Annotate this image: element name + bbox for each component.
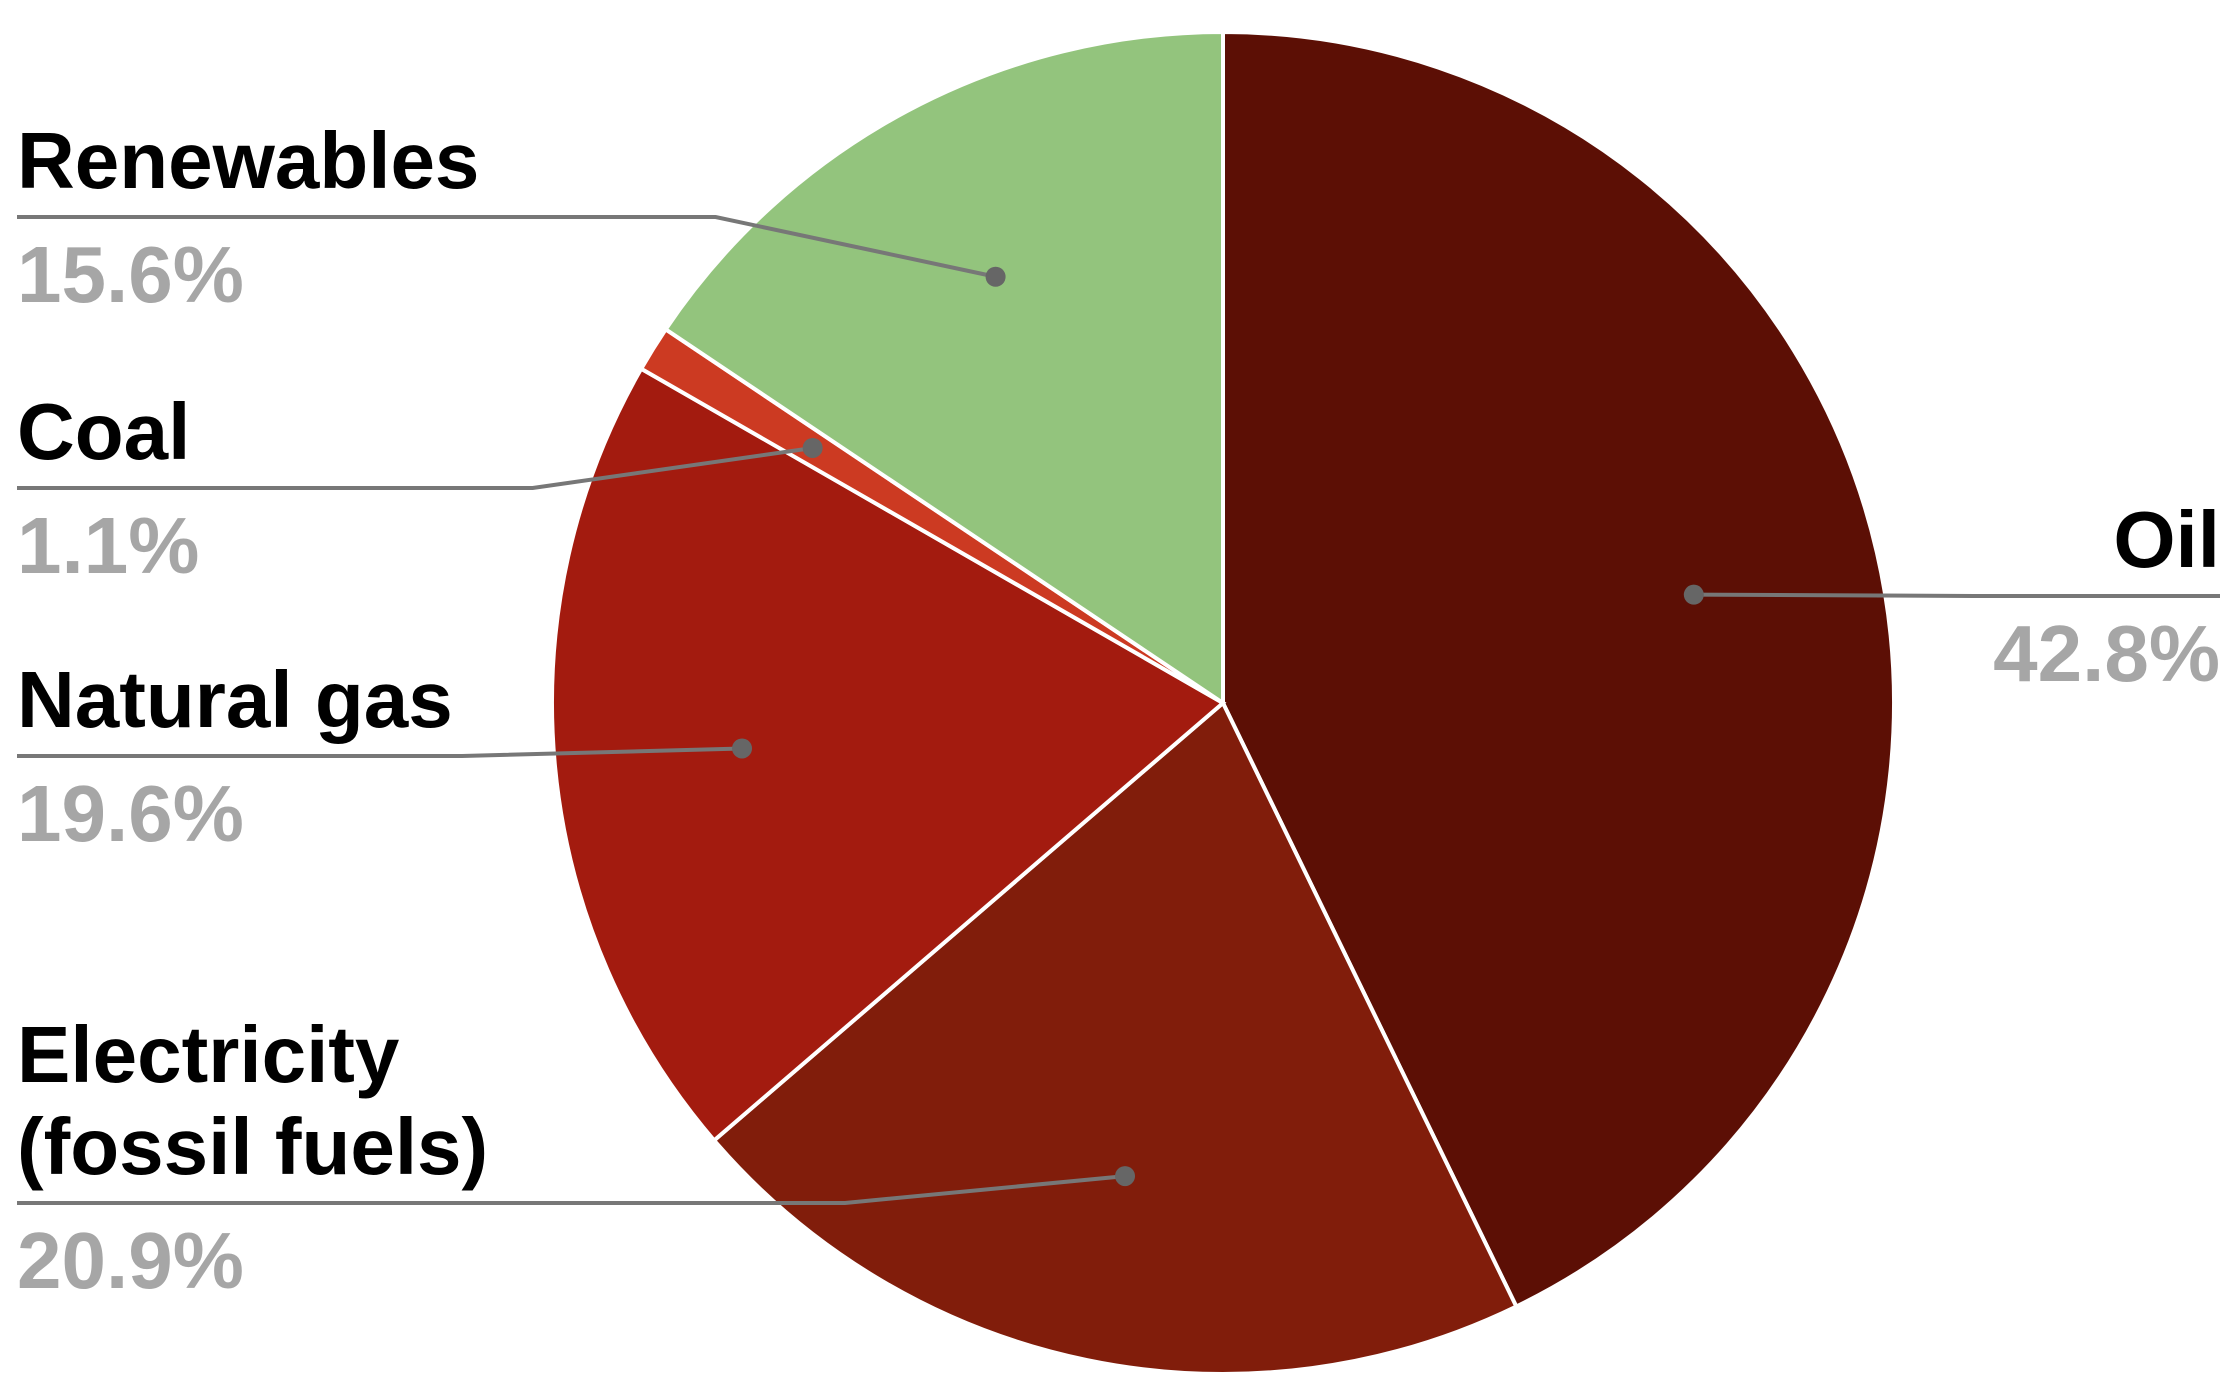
pie-slice bbox=[711, 699, 1519, 1376]
slice-value-label: 15.6% bbox=[17, 230, 244, 319]
slice-value-label: 42.8% bbox=[1993, 609, 2220, 698]
slice-label: Electricity (fossil fuels) bbox=[17, 1010, 489, 1191]
slice-label: Natural gas bbox=[17, 655, 453, 744]
pie-slice bbox=[1221, 29, 1896, 1310]
slice-value-label: 19.6% bbox=[17, 769, 244, 858]
leader-line bbox=[1693, 592, 2220, 598]
leader-line bbox=[17, 446, 813, 490]
leader-line bbox=[17, 746, 743, 758]
slice-label: Oil bbox=[2113, 495, 2220, 584]
leader-dot bbox=[802, 437, 823, 458]
leader-dot bbox=[985, 266, 1006, 287]
slice-value-label: 20.9% bbox=[17, 1216, 244, 1305]
slice-label: Renewables bbox=[17, 116, 480, 205]
leader-dot bbox=[1683, 584, 1704, 605]
slice-value-label: 1.1% bbox=[17, 501, 200, 590]
leader-dot bbox=[732, 738, 753, 759]
leader-line bbox=[17, 1174, 1126, 1205]
leader-line bbox=[17, 215, 997, 279]
slice-label: Coal bbox=[17, 387, 191, 476]
pie-slice bbox=[662, 29, 1225, 707]
leader-dot bbox=[1115, 1166, 1136, 1187]
pie-slice bbox=[550, 365, 1227, 1144]
